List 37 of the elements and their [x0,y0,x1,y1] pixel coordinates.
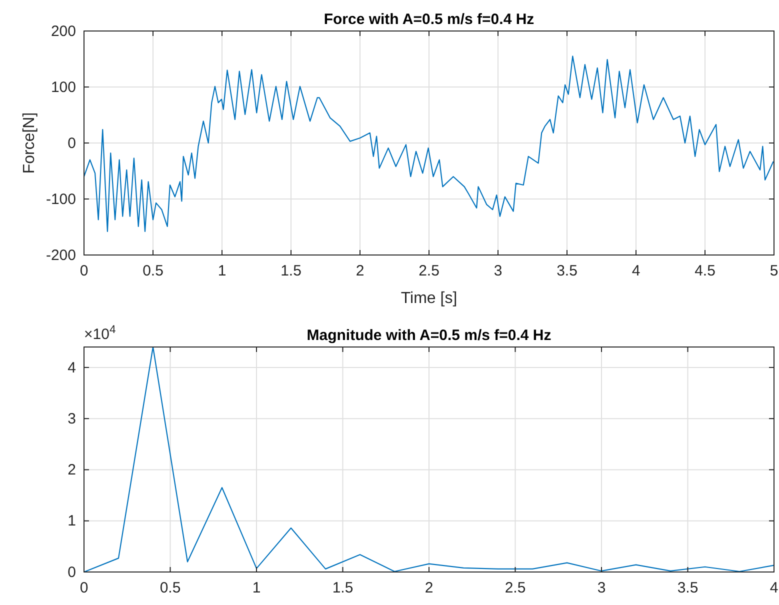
x-tick-label: 3 [597,580,606,597]
x-tick-label: 0.5 [160,580,181,597]
y-tick-label: 2 [68,462,76,479]
x-tick-label: 4.5 [694,262,716,280]
line-series [83,346,775,573]
y-tick-label: -200 [46,246,76,264]
x-tick-label: 0 [80,580,88,597]
x-tick-label: 3 [494,262,502,280]
x-tick-label: 4 [770,580,778,597]
y-axis-title: Force[N] [21,112,38,174]
x-tick-label: 1 [252,580,261,597]
x-tick-label: 2.5 [504,580,526,597]
y-tick-label: 1 [68,512,76,530]
x-tick-label: 3.5 [556,262,578,280]
y-tick-label: 200 [50,22,76,40]
y-tick-label: 0 [68,134,76,152]
x-tick-label: 5 [770,262,778,280]
y-tick-label: 100 [50,78,76,96]
x-tick-label: 1 [218,262,226,280]
x-tick-label: 1.5 [332,580,354,597]
chart-title: Force with A=0.5 m/s f=0.4 Hz [324,11,534,28]
chart-title: Magnitude with A=0.5 m/s f=0.4 Hz [306,327,552,344]
x-tick-label: 0.5 [142,262,164,280]
x-tick-label: 2.5 [418,262,440,280]
y-tick-label: 3 [68,410,76,428]
x-tick-label: 0 [80,262,88,280]
x-tick-label: 1.5 [280,262,302,280]
y-tick-label: 4 [68,359,76,376]
x-tick-label: 2 [424,580,434,597]
x-tick-label: 4 [632,262,640,280]
x-axis-title: Time [s] [400,290,458,307]
y-tick-label: 0 [68,564,76,581]
y-tick-label: -100 [46,190,76,208]
x-tick-label: 3.5 [677,580,698,597]
line-series [83,56,774,232]
x-tick-label: 2 [356,262,364,280]
text: ×10$^{4}$ [84,324,116,343]
